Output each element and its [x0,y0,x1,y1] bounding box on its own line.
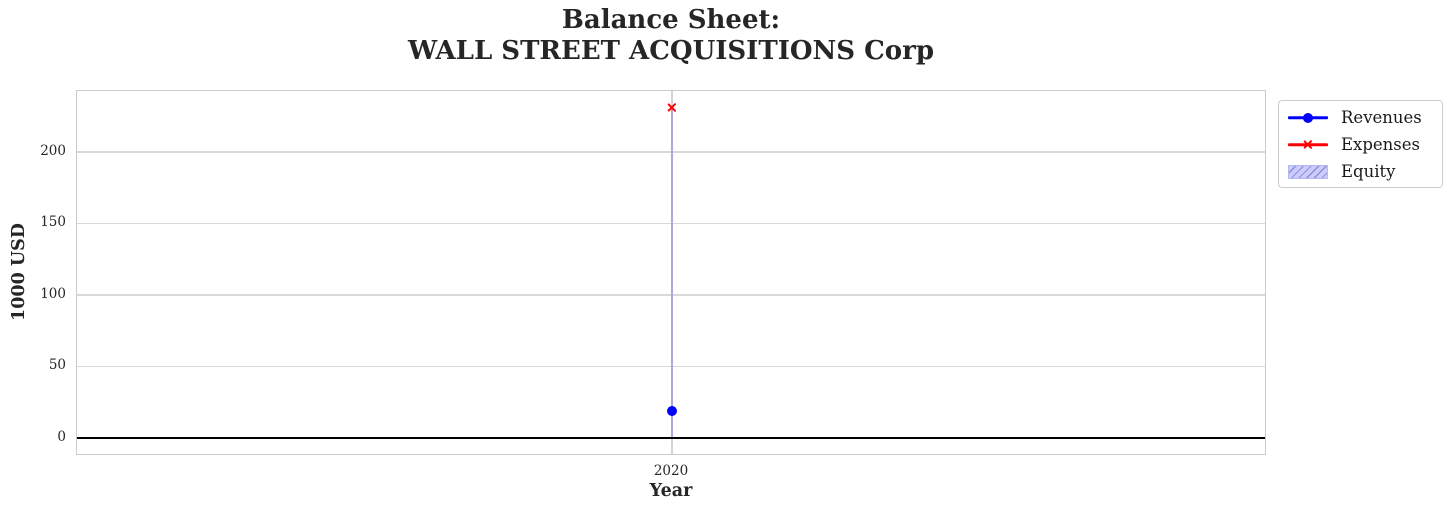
x-tick-label: 2020 [653,463,689,479]
y-tick-label: 100 [40,285,66,302]
chart-title: Balance Sheet: WALL STREET ACQUISITIONS … [407,5,935,66]
revenues-data-point [667,405,677,416]
x-axis-label: Year [649,481,693,501]
revenues-line-sample [1288,110,1328,126]
equity-hatch-patch-icon [1288,164,1328,179]
legend-item-equity: Equity [1288,158,1433,185]
revenues-circle-marker-icon [1303,112,1313,123]
plot-area [76,90,1266,455]
legend-item-expenses: Expenses [1288,131,1433,158]
legend: Revenues Expenses Equity [1278,100,1443,188]
expenses-data-point [667,102,678,113]
legend-label-revenues: Revenues [1341,108,1422,127]
y-tick-labels: 0 50 100 150 200 [0,0,66,516]
legend-label-expenses: Expenses [1341,135,1421,154]
y-tick-label: 50 [48,357,66,374]
expenses-line-sample [1288,137,1328,153]
y-tick-label: 150 [40,214,66,231]
zero-line [77,436,1265,440]
equity-bar [670,107,674,438]
legend-label-equity: Equity [1341,162,1396,181]
equity-patch-sample [1288,164,1328,180]
legend-item-revenues: Revenues [1288,104,1433,131]
y-tick-label: 200 [40,142,66,159]
y-tick-label: 0 [57,428,66,445]
expenses-x-marker-icon [1303,139,1314,150]
